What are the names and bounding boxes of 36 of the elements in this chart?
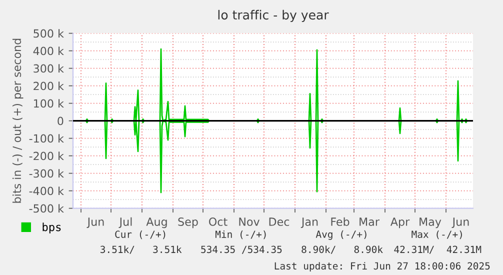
x-tick-label: Oct bbox=[209, 218, 228, 226]
y-tick-label: 500 k bbox=[34, 29, 64, 38]
x-tick-label: Sep bbox=[178, 218, 198, 228]
x-tick-label: Feb bbox=[331, 217, 350, 226]
y-tick-label: -400 k bbox=[29, 186, 64, 196]
y-axis-title: bits in (-) / out (+) per second bbox=[12, 38, 24, 203]
text: Avg (-/+) bbox=[316, 230, 366, 240]
y-tick-label: 300 k bbox=[34, 64, 64, 73]
x-tick-label: Jul bbox=[118, 217, 132, 228]
legend-label: bps bbox=[42, 222, 61, 234]
y-tick-label: -200 k bbox=[29, 152, 64, 160]
y-tick-label: -500 k bbox=[29, 204, 64, 213]
y-tick-label: 100 k bbox=[34, 99, 64, 108]
x-tick-label: May bbox=[420, 218, 442, 228]
y-tick-label: -100 k bbox=[29, 134, 64, 143]
text: 42.31M/ 42.31M bbox=[394, 246, 482, 254]
text: 3.51k/ 3.51k bbox=[100, 246, 182, 254]
text: Cur (-/+) bbox=[115, 230, 166, 240]
text: Min (-/+) bbox=[216, 230, 266, 240]
text: 534.35 /534.35 bbox=[201, 246, 282, 254]
x-tick-label: Dec bbox=[269, 218, 290, 226]
x-tick-label: Mar bbox=[360, 218, 380, 226]
y-tick-label: -300 k bbox=[29, 169, 64, 178]
text: 8.90k/ 8.90k bbox=[302, 246, 383, 254]
text: Max (-/+) bbox=[412, 230, 462, 240]
y-tick-label: 200 k bbox=[34, 82, 64, 90]
y-tick-label: 0 bbox=[58, 116, 64, 126]
x-tick-label: Apr bbox=[390, 218, 410, 228]
x-tick-label: Aug bbox=[146, 218, 167, 228]
y-tick-label: 400 k bbox=[33, 46, 64, 56]
x-tick-label: Jan bbox=[300, 218, 318, 228]
chart-title: lo traffic - by year bbox=[218, 10, 329, 22]
x-tick-label: Nov bbox=[239, 218, 260, 226]
x-tick-label: Jun bbox=[86, 218, 104, 228]
text: Last update: Fri Jun 27 18:00:06 2025 bbox=[274, 262, 490, 272]
x-tick-label: Jun bbox=[452, 218, 469, 228]
